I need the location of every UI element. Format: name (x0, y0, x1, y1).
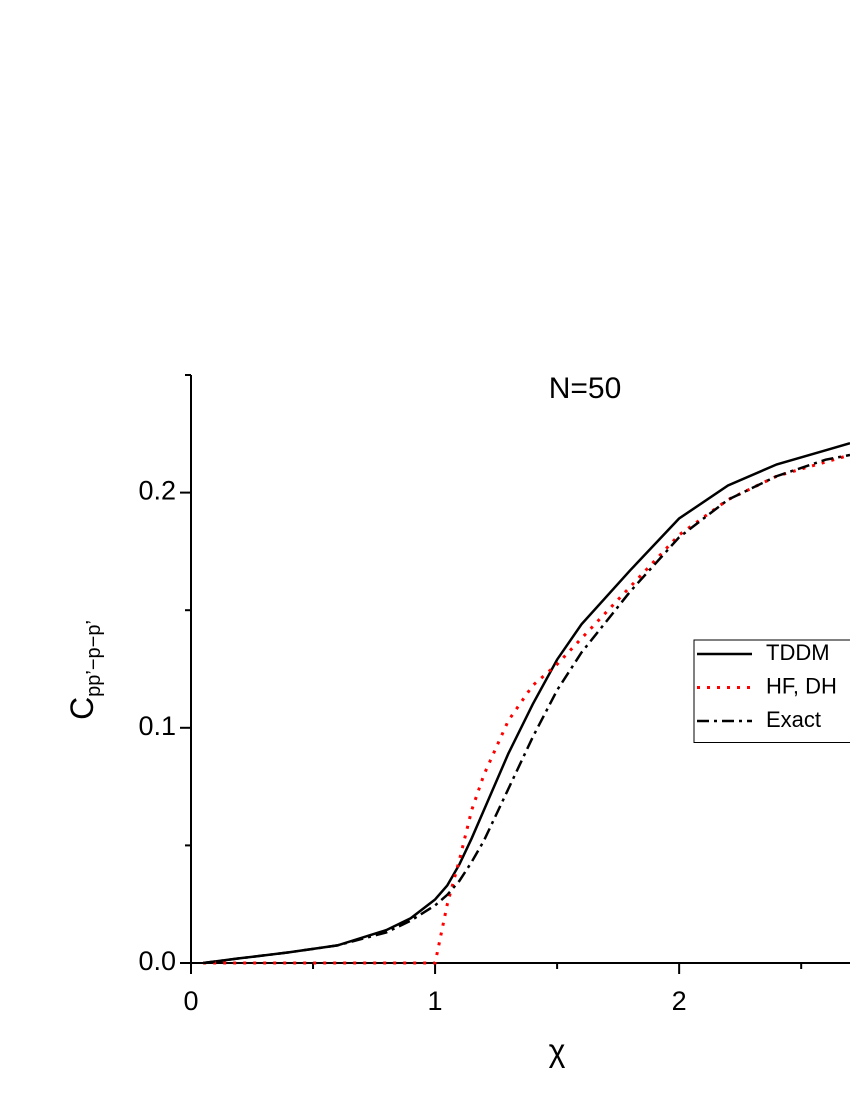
x-tick-label: 1 (428, 986, 443, 1016)
y-axis-label: Cpp’−p−p’ (64, 620, 105, 720)
y-tick-label: 0.2 (138, 476, 176, 506)
y-tick-label: 0.0 (138, 946, 176, 976)
series-line (203, 453, 850, 965)
x-tick-label: 0 (183, 986, 198, 1016)
y-axis-label-main: C (64, 697, 100, 720)
chart-title: N=50 (549, 372, 622, 405)
x-axis-label: χ (549, 1032, 566, 1068)
y-axis-label-sub: pp’−p−p’ (83, 620, 105, 697)
x-tick-label: 2 (672, 986, 687, 1016)
y-tick-label: 0.1 (138, 711, 176, 741)
legend-box (693, 639, 850, 743)
series-line (203, 453, 850, 965)
legend-label: TDDM (766, 640, 830, 665)
legend-label: Exact (766, 707, 821, 732)
legend-label: HF, DH (766, 673, 837, 698)
